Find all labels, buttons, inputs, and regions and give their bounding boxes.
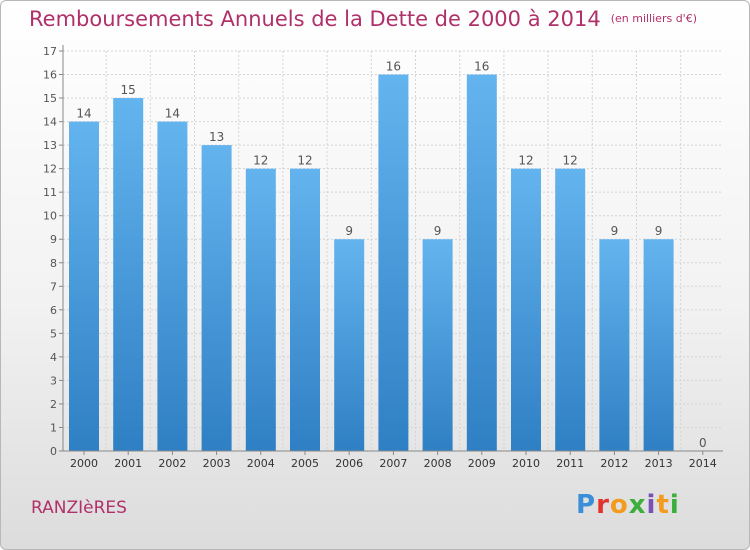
logo-letter: o (609, 490, 629, 520)
bar (245, 168, 276, 451)
y-tick-label: 0 (50, 445, 57, 458)
y-tick-label: 5 (50, 327, 57, 340)
commune-name: RANZIèRES (31, 498, 127, 518)
data-label: 12 (253, 154, 268, 168)
bar (157, 121, 188, 452)
data-label: 9 (655, 224, 663, 238)
bar (201, 145, 232, 451)
y-tick-label: 6 (50, 304, 57, 317)
y-tick-label: 15 (43, 92, 57, 105)
x-tick-label: 2010 (512, 457, 540, 470)
y-tick-label: 1 (50, 421, 57, 434)
x-tick-label: 2005 (291, 457, 319, 470)
y-tick-label: 17 (43, 45, 57, 58)
axes (59, 45, 723, 455)
logo-letter: i (646, 490, 657, 520)
data-label: 9 (345, 224, 353, 238)
labels: 0123456789101112131415161714200015200114… (43, 45, 717, 470)
data-label: 15 (121, 83, 136, 97)
y-tick-label: 8 (50, 257, 57, 270)
title-text: Remboursements Annuels de la Dette de 20… (29, 7, 601, 31)
x-tick-label: 2014 (689, 457, 717, 470)
logo-letter: x (628, 490, 647, 520)
y-tick-label: 9 (50, 233, 57, 246)
y-tick-label: 11 (43, 186, 57, 199)
x-tick-label: 2011 (556, 457, 584, 470)
bar (466, 74, 497, 451)
x-tick-label: 2012 (600, 457, 628, 470)
title-unit: (en milliers d'€) (610, 12, 697, 25)
data-label: 14 (76, 107, 91, 121)
bar (643, 239, 674, 451)
data-label: 9 (611, 224, 619, 238)
x-tick-label: 2001 (114, 457, 142, 470)
logo-letter: P (576, 490, 597, 520)
logo-letter: r (596, 490, 610, 520)
bar (555, 168, 586, 451)
proxiti-logo: Proxiti (576, 490, 680, 520)
bar (69, 121, 99, 452)
data-label: 12 (518, 154, 533, 168)
bar (511, 168, 541, 451)
x-tick-label: 2002 (158, 457, 186, 470)
x-tick-label: 2003 (203, 457, 231, 470)
x-tick-label: 2000 (70, 457, 98, 470)
y-tick-label: 12 (43, 163, 57, 176)
x-tick-label: 2006 (335, 457, 363, 470)
data-label: 9 (434, 224, 442, 238)
logo-letter: t (656, 490, 670, 520)
x-tick-label: 2009 (468, 457, 496, 470)
y-tick-label: 10 (43, 210, 57, 223)
data-label: 12 (563, 154, 578, 168)
y-tick-label: 13 (43, 139, 57, 152)
y-tick-label: 4 (50, 351, 57, 364)
bar (334, 239, 365, 451)
y-tick-label: 2 (50, 398, 57, 411)
x-tick-label: 2004 (247, 457, 275, 470)
x-tick-label: 2013 (645, 457, 673, 470)
bar (113, 98, 144, 451)
bar (290, 168, 320, 451)
bar (378, 74, 409, 451)
bar (422, 239, 453, 451)
bar (599, 239, 630, 451)
data-label: 0 (699, 436, 707, 450)
data-label: 14 (165, 107, 180, 121)
y-tick-label: 14 (43, 116, 57, 129)
x-tick-label: 2008 (424, 457, 452, 470)
y-tick-label: 3 (50, 374, 57, 387)
data-label: 13 (209, 130, 224, 144)
x-tick-label: 2007 (379, 457, 407, 470)
y-tick-label: 16 (43, 69, 57, 82)
data-label: 16 (474, 60, 489, 74)
data-label: 16 (386, 60, 401, 74)
bars (69, 74, 674, 452)
chart-title: Remboursements Annuels de la Dette de 20… (29, 7, 697, 31)
y-tick-label: 7 (50, 280, 57, 293)
logo-letter: i (669, 490, 680, 520)
data-label: 12 (297, 154, 312, 168)
